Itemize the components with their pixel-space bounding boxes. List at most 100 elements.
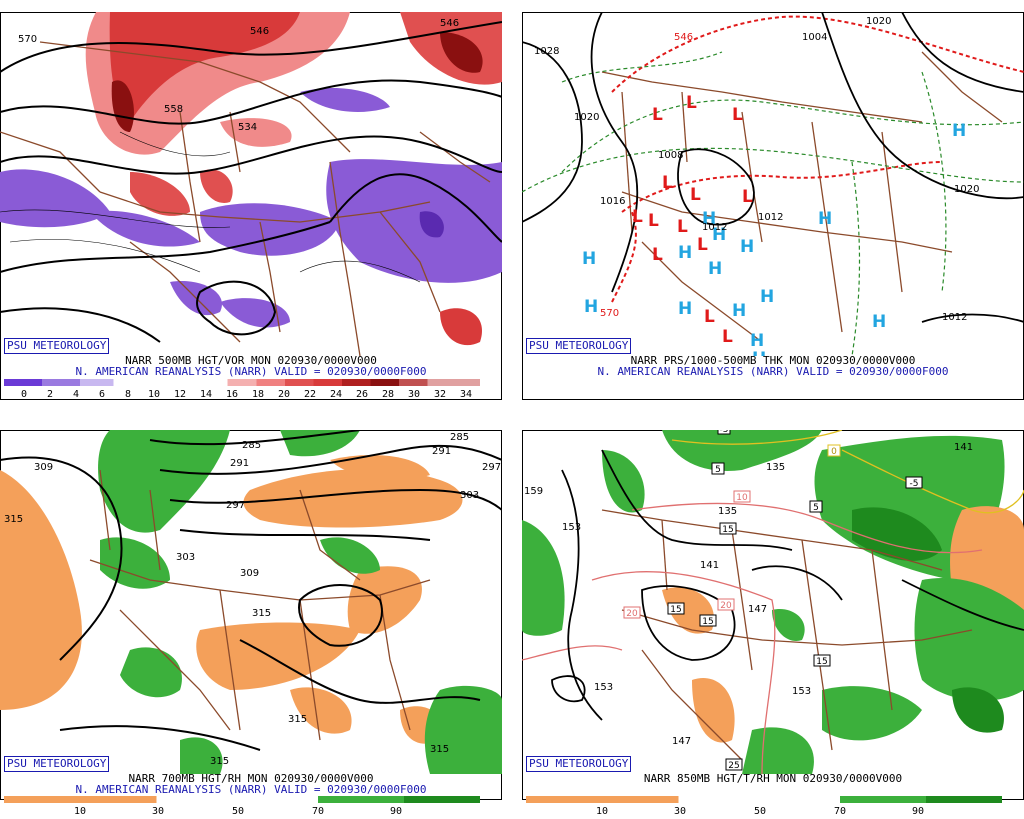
map-borders bbox=[0, 41, 491, 356]
high-centers: HHH HHH HHH HHH HHH bbox=[582, 121, 966, 356]
svg-text:546: 546 bbox=[250, 26, 269, 37]
svg-text:1020: 1020 bbox=[866, 16, 891, 27]
panel-subtitle: N. AMERICAN REANALYSIS (NARR) VALID = 02… bbox=[597, 365, 949, 378]
contour-labels: 570 558 534 546 546 bbox=[18, 18, 459, 133]
svg-text:5: 5 bbox=[715, 465, 721, 475]
svg-text:153: 153 bbox=[792, 686, 811, 697]
vorticity-colorbar bbox=[4, 379, 480, 386]
svg-text:H: H bbox=[750, 331, 764, 351]
tick: 30 bbox=[673, 806, 687, 817]
pressure-contours bbox=[522, 12, 1024, 323]
svg-text:309: 309 bbox=[240, 568, 259, 579]
tick: 90 bbox=[389, 806, 403, 817]
tick: 16 bbox=[225, 389, 239, 400]
svg-text:315: 315 bbox=[4, 514, 23, 525]
psu-logo: PSU METEOROLOGY bbox=[526, 756, 632, 772]
tick: 10 bbox=[595, 806, 609, 817]
svg-text:1020: 1020 bbox=[574, 112, 599, 123]
panel-500mb-vorticity: 570 558 534 546 546 PSU METEOROLOGY NARR… bbox=[0, 0, 502, 400]
tick: 28 bbox=[381, 389, 395, 400]
svg-text:15: 15 bbox=[816, 657, 827, 667]
svg-text:315: 315 bbox=[252, 608, 271, 619]
svg-text:141: 141 bbox=[954, 442, 973, 453]
colorbar-ticks: 10 30 50 70 90 bbox=[4, 806, 480, 818]
svg-text:1020: 1020 bbox=[954, 184, 979, 195]
svg-text:546: 546 bbox=[440, 18, 459, 29]
svg-text:315: 315 bbox=[430, 744, 449, 755]
rh-colorbar bbox=[4, 796, 480, 803]
tick: 70 bbox=[833, 806, 847, 817]
tick: 8 bbox=[124, 389, 132, 400]
tick: 30 bbox=[151, 806, 165, 817]
tick: 50 bbox=[753, 806, 767, 817]
svg-text:H: H bbox=[752, 349, 766, 356]
svg-text:285: 285 bbox=[242, 440, 261, 451]
rh-shading bbox=[522, 430, 1024, 774]
svg-text:10: 10 bbox=[736, 493, 748, 503]
panel-subtitle: N. AMERICAN REANALYSIS (NARR) VALID = 02… bbox=[75, 365, 427, 378]
svg-text:25: 25 bbox=[728, 761, 739, 771]
height-contours bbox=[0, 430, 502, 751]
svg-text:L: L bbox=[732, 105, 743, 125]
panel-title: NARR 500MB HGT/VOR MON 020930/0000V000 bbox=[125, 354, 377, 367]
svg-text:L: L bbox=[652, 245, 663, 265]
svg-text:291: 291 bbox=[230, 458, 249, 469]
svg-text:L: L bbox=[742, 187, 753, 207]
svg-text:H: H bbox=[740, 237, 754, 257]
panel-pressure-thickness: LLL LLL LLL LLL L HHH HHH HHH HHH HHH 10… bbox=[522, 0, 1024, 400]
map-pressure: LLL LLL LLL LLL L HHH HHH HHH HHH HHH 10… bbox=[522, 12, 1024, 356]
svg-text:315: 315 bbox=[210, 756, 229, 767]
tick: 12 bbox=[173, 389, 187, 400]
tick: 34 bbox=[459, 389, 473, 400]
svg-text:20: 20 bbox=[626, 609, 638, 619]
svg-text:15: 15 bbox=[670, 605, 681, 615]
map-500mb: 570 558 534 546 546 bbox=[0, 12, 502, 356]
height-contours bbox=[551, 449, 1024, 721]
tick: 32 bbox=[433, 389, 447, 400]
contour-labels: 309 315 285 291 297 303 303 309 315 315 … bbox=[4, 432, 501, 767]
svg-text:L: L bbox=[686, 93, 697, 113]
svg-text:20: 20 bbox=[720, 601, 732, 611]
tick: 0 bbox=[20, 389, 28, 400]
svg-text:L: L bbox=[652, 105, 663, 125]
tick: 6 bbox=[98, 389, 106, 400]
svg-text:1012: 1012 bbox=[758, 212, 783, 223]
tick: 10 bbox=[147, 389, 161, 400]
map-borders bbox=[601, 509, 973, 761]
svg-text:135: 135 bbox=[766, 462, 785, 473]
svg-text:1028: 1028 bbox=[534, 46, 559, 57]
tick: 30 bbox=[407, 389, 421, 400]
svg-text:L: L bbox=[704, 307, 715, 327]
svg-text:135: 135 bbox=[718, 506, 737, 517]
svg-text:-5: -5 bbox=[910, 479, 919, 489]
svg-text:546: 546 bbox=[674, 32, 693, 43]
svg-text:147: 147 bbox=[748, 604, 767, 615]
svg-text:-5: -5 bbox=[720, 430, 729, 435]
svg-text:1012: 1012 bbox=[702, 222, 727, 233]
panel-subtitle: N. AMERICAN REANALYSIS (NARR) VALID = 02… bbox=[75, 783, 427, 796]
svg-text:291: 291 bbox=[432, 446, 451, 457]
svg-text:15: 15 bbox=[722, 525, 733, 535]
svg-text:303: 303 bbox=[176, 552, 195, 563]
svg-text:H: H bbox=[584, 297, 598, 317]
svg-text:0: 0 bbox=[831, 447, 837, 457]
svg-text:285: 285 bbox=[450, 432, 469, 443]
svg-text:H: H bbox=[760, 287, 774, 307]
svg-text:L: L bbox=[677, 217, 688, 237]
tick: 24 bbox=[329, 389, 343, 400]
panel-700mb-rh: 309 315 285 291 297 303 303 309 315 315 … bbox=[0, 418, 502, 818]
svg-text:15: 15 bbox=[702, 617, 713, 627]
svg-text:141: 141 bbox=[700, 560, 719, 571]
psu-logo: PSU METEOROLOGY bbox=[4, 338, 110, 354]
svg-text:315: 315 bbox=[288, 714, 307, 725]
tick: 10 bbox=[73, 806, 87, 817]
tick: 90 bbox=[911, 806, 925, 817]
svg-text:1008: 1008 bbox=[658, 150, 683, 161]
svg-text:H: H bbox=[708, 259, 722, 279]
svg-text:L: L bbox=[662, 173, 673, 193]
svg-text:L: L bbox=[648, 211, 659, 231]
svg-text:153: 153 bbox=[594, 682, 613, 693]
tick: 2 bbox=[46, 389, 54, 400]
contour-labels: 1028 1020 1020 1008 1012 1012 1016 1004 … bbox=[534, 16, 979, 323]
